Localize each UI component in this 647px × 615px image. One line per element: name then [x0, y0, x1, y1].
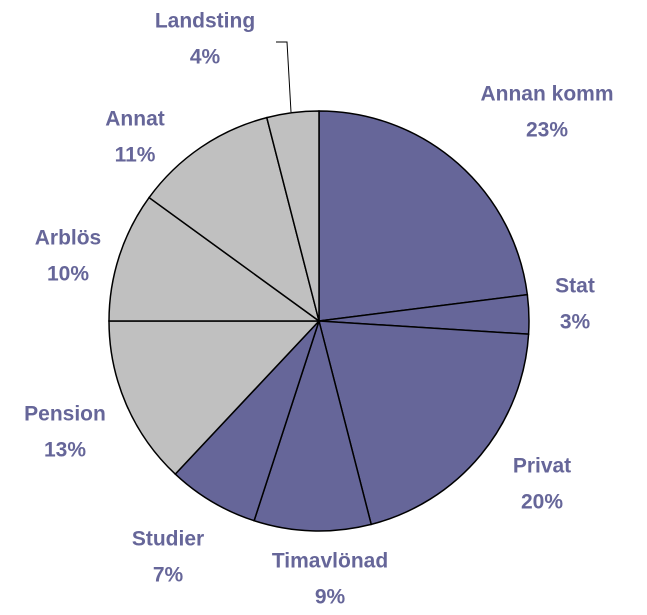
slice-value-label: 9%: [315, 586, 346, 609]
slice-label: Landsting: [155, 10, 255, 33]
pie-slice: [318, 110, 529, 322]
slice-value-label: 23%: [526, 119, 568, 142]
leader-line: [276, 41, 292, 113]
slice-value-label: 11%: [115, 144, 156, 167]
slice-value-label: 13%: [44, 439, 86, 462]
pie-slice: [148, 116, 321, 323]
slice-label: Timavlönad: [272, 550, 388, 573]
slice-label: Arblös: [35, 227, 102, 250]
slice-label: Stat: [555, 275, 595, 298]
slice-label: Annan komm: [480, 83, 613, 106]
slice-value-label: 4%: [190, 46, 221, 69]
slice-label: Studier: [132, 528, 204, 551]
slice-value-label: 20%: [521, 491, 563, 514]
pie-slice: [265, 110, 320, 322]
pie-slice: [108, 320, 321, 476]
slice-label: Privat: [513, 455, 571, 478]
slice-value-label: 7%: [153, 564, 184, 587]
pie-slice: [253, 318, 373, 532]
slice-label: Annat: [105, 108, 165, 131]
slice-label: Pension: [24, 403, 106, 426]
slice-value-label: 10%: [47, 263, 89, 286]
pie-slice: [108, 196, 322, 322]
pie-slice: [318, 320, 530, 526]
slice-value-label: 3%: [560, 311, 591, 334]
